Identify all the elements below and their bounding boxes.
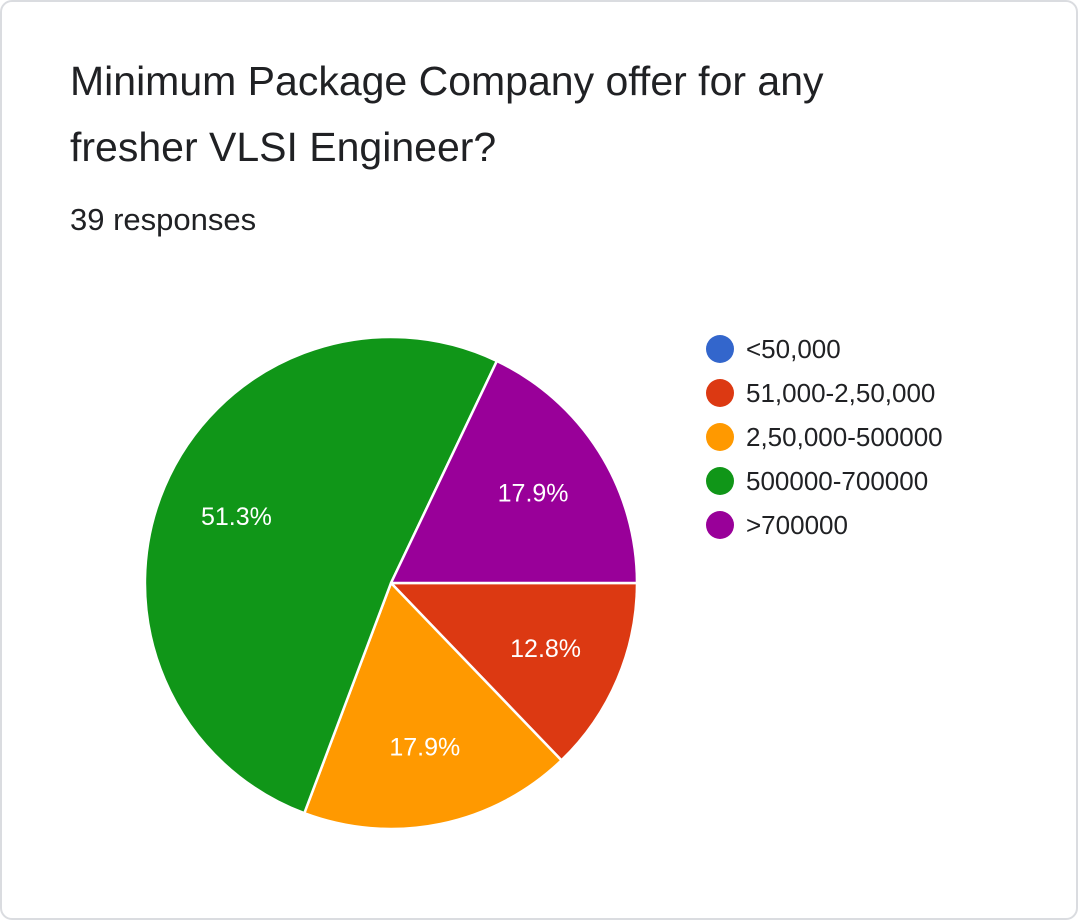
chart-legend: <50,000 51,000-2,50,000 2,50,000-500000 500… (706, 334, 943, 540)
legend-item-700000[interactable]: >700000 (706, 510, 848, 540)
legend-item-51-000-2-50-000[interactable]: 51,000-2,50,000 (706, 378, 935, 408)
pie-slice-500000-700000[interactable] (143, 335, 499, 815)
legend-item-50-000[interactable]: <50,000 (706, 334, 841, 364)
legend-label: 500000-700000 (746, 466, 928, 496)
slice-percent-label: 17.9% (498, 479, 569, 507)
slice-percent-label: 12.8% (510, 635, 581, 663)
legend-swatch (706, 511, 734, 539)
pie-slice-labels: 12.8% 17.9% 51.3% 17.9% (201, 479, 581, 761)
response-count: 39 responses (70, 202, 257, 237)
legend-label: 2,50,000-500000 (746, 422, 943, 452)
slice-percent-label: 17.9% (389, 734, 460, 762)
legend-item-2-50-000-500000[interactable]: 2,50,000-500000 (706, 422, 943, 452)
legend-swatch (706, 467, 734, 495)
slice-percent-label: 51.3% (201, 503, 272, 531)
legend-label: 51,000-2,50,000 (746, 378, 935, 408)
legend-swatch (706, 423, 734, 451)
legend-label: >700000 (746, 510, 848, 540)
pie-slices (143, 335, 639, 831)
question-title: Minimum Package Company offer for any fr… (70, 58, 824, 170)
legend-swatch (706, 335, 734, 363)
legend-swatch (706, 379, 734, 407)
pie-slice-51-000-2-50-000[interactable] (389, 581, 639, 762)
pie-slice-700000[interactable] (389, 359, 639, 585)
legend-label: <50,000 (746, 334, 841, 364)
legend-item-500000-700000[interactable]: 500000-700000 (706, 466, 928, 496)
